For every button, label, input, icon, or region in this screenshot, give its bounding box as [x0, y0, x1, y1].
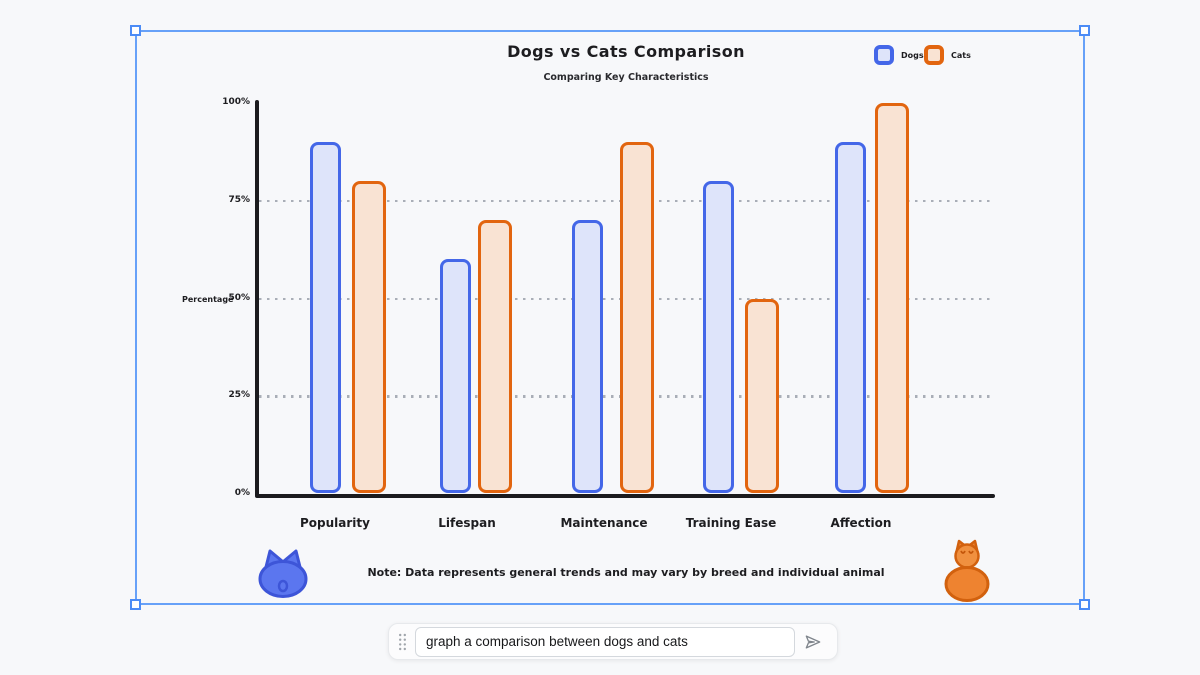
- selection-handle-bottom-right[interactable]: [1079, 599, 1090, 610]
- y-tick-50%: 50%: [228, 292, 250, 303]
- bar-cats-maintenance[interactable]: [620, 142, 654, 493]
- y-tick-100%: 100%: [222, 97, 250, 107]
- bar-dogs-popularity[interactable]: [310, 142, 341, 493]
- bar-cats-popularity[interactable]: [352, 181, 386, 493]
- y-tick-75%: 75%: [228, 194, 250, 205]
- chart-note: Note: Data represents general trends and…: [367, 566, 885, 579]
- y-tick-25%: 25%: [228, 390, 250, 401]
- dog-icon: [258, 549, 308, 598]
- legend-item-dogs: Dogs: [874, 45, 924, 65]
- x-label-lifespan: Lifespan: [438, 516, 496, 530]
- chart-title: Dogs vs Cats Comparison: [507, 42, 745, 61]
- cat-icon: [944, 539, 990, 602]
- x-label-training-ease: Training Ease: [685, 516, 777, 530]
- prompt-bar: [388, 623, 838, 660]
- selection-handle-bottom-left[interactable]: [130, 599, 141, 610]
- bar-dogs-maintenance[interactable]: [572, 220, 603, 493]
- send-button[interactable]: [795, 626, 831, 658]
- bar-cats-training-ease[interactable]: [745, 298, 779, 493]
- x-axis-line: [255, 494, 995, 498]
- x-label-popularity: Popularity: [300, 516, 370, 530]
- legend-label-cats: Cats: [951, 50, 971, 60]
- bar-cats-affection[interactable]: [875, 103, 909, 493]
- bar-cats-lifespan[interactable]: [478, 220, 512, 493]
- bar-dogs-lifespan[interactable]: [440, 259, 471, 493]
- y-axis-line: [255, 100, 259, 497]
- drag-handle-icon[interactable]: [397, 632, 408, 652]
- legend-item-cats: Cats: [924, 45, 971, 65]
- y-tick-0%: 0%: [234, 488, 250, 498]
- paper-plane-icon: [805, 635, 821, 648]
- legend-swatch-dogs: [874, 45, 894, 65]
- chart-subtitle: Comparing Key Characteristics: [543, 72, 709, 83]
- x-label-maintenance: Maintenance: [560, 516, 648, 530]
- selection-handle-top-right[interactable]: [1079, 25, 1090, 36]
- legend-label-dogs: Dogs: [901, 50, 924, 60]
- prompt-input[interactable]: [415, 626, 795, 657]
- bar-dogs-training-ease[interactable]: [703, 181, 734, 493]
- selection-box[interactable]: [130, 25, 1090, 610]
- y-axis-title: Percentage: [182, 295, 234, 304]
- legend-swatch-cats: [924, 45, 944, 65]
- x-label-affection: Affection: [830, 516, 892, 530]
- selection-handle-top-left[interactable]: [130, 25, 141, 36]
- bar-dogs-affection[interactable]: [835, 142, 866, 493]
